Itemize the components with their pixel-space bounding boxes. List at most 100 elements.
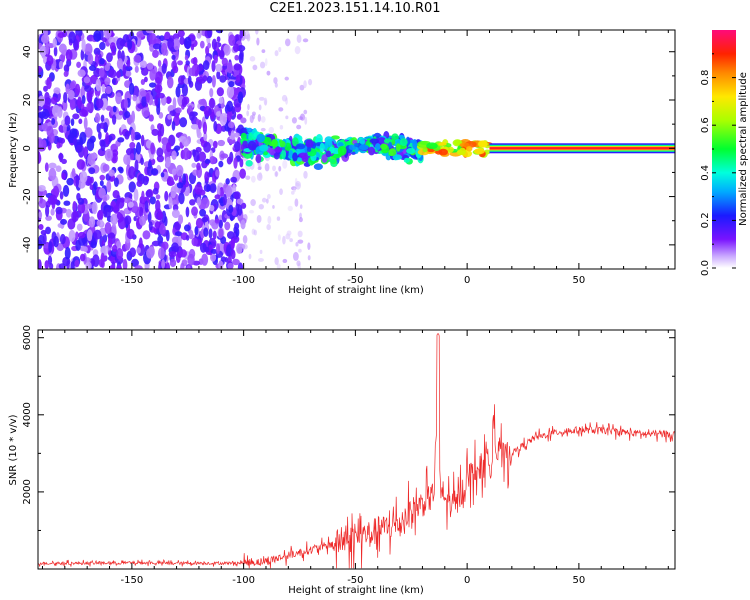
noise-blob xyxy=(108,69,117,79)
noise-blob xyxy=(91,201,98,215)
noise-blob xyxy=(218,160,224,168)
noise-blob xyxy=(46,54,54,66)
noise-blob xyxy=(93,30,102,42)
noise-blob xyxy=(213,120,218,132)
noise-blob xyxy=(214,194,221,200)
noise-blob xyxy=(171,209,180,219)
noise-blob xyxy=(61,172,66,180)
sparse-noise-blob xyxy=(302,38,309,43)
noise-blob xyxy=(93,181,98,191)
noise-blob xyxy=(88,216,96,228)
colorbar-tick-label: 0.2 xyxy=(700,212,711,228)
noise-blob xyxy=(98,131,102,140)
noise-blob xyxy=(66,177,74,186)
noise-blob xyxy=(38,111,47,119)
y-tick-label: -40 xyxy=(22,237,33,253)
signal-blob xyxy=(380,143,388,150)
noise-blob xyxy=(191,237,198,247)
noise-blob xyxy=(103,30,112,39)
snr-x-axis-label: Height of straight line (km) xyxy=(288,585,424,596)
noise-blob xyxy=(55,206,63,215)
noise-blob xyxy=(179,249,187,258)
noise-blob xyxy=(53,235,59,248)
noise-blob xyxy=(151,128,159,136)
noise-blob xyxy=(226,156,233,165)
noise-blob xyxy=(129,247,136,258)
signal-blob xyxy=(466,145,473,152)
noise-blob xyxy=(140,134,145,147)
sparse-noise-blob xyxy=(257,166,262,171)
noise-blob xyxy=(139,60,148,69)
noise-blob xyxy=(39,45,47,57)
x-tick-label: 0 xyxy=(464,275,470,286)
noise-blob xyxy=(111,244,118,252)
signal-blob xyxy=(330,135,340,140)
noise-blob xyxy=(133,216,137,222)
noise-blob xyxy=(106,180,112,193)
noise-blob xyxy=(239,30,244,39)
sparse-noise-blob xyxy=(299,113,306,121)
noise-blob xyxy=(233,157,238,169)
noise-blob xyxy=(176,182,184,189)
noise-blob xyxy=(38,117,42,124)
noise-blob xyxy=(96,98,104,109)
noise-blob xyxy=(84,85,92,93)
noise-blob xyxy=(161,241,169,251)
signal-blob xyxy=(337,145,347,156)
noise-blob xyxy=(71,167,76,178)
noise-blob xyxy=(124,207,130,215)
noise-blob xyxy=(130,128,135,142)
noise-blob xyxy=(161,42,168,56)
noise-blob xyxy=(236,198,244,205)
noise-blob xyxy=(79,170,88,183)
noise-blob xyxy=(196,131,202,139)
sparse-noise-blob xyxy=(256,37,260,46)
noise-blob xyxy=(208,107,212,116)
noise-blob xyxy=(38,211,43,219)
noise-blob xyxy=(228,34,236,46)
noise-blob xyxy=(202,121,208,135)
sparse-noise-blob xyxy=(261,197,267,203)
y-tick-label: 6000 xyxy=(22,325,33,350)
noise-blob xyxy=(145,189,153,198)
noise-blob xyxy=(205,45,210,56)
signal-blob xyxy=(406,147,416,154)
noise-blob xyxy=(173,38,180,51)
signal-blob xyxy=(359,144,369,151)
sparse-noise-blob xyxy=(286,230,292,236)
sparse-noise-blob xyxy=(281,94,288,102)
noise-blob xyxy=(139,90,147,97)
noise-blob xyxy=(219,112,228,126)
sparse-noise-blob xyxy=(259,61,266,69)
noise-blob xyxy=(88,167,96,175)
noise-blob xyxy=(74,259,80,268)
noise-blob xyxy=(199,242,207,253)
noise-blob xyxy=(111,114,117,125)
noise-blob xyxy=(238,52,244,64)
noise-blob xyxy=(68,31,76,44)
noise-blob xyxy=(211,74,216,88)
sparse-noise-blob xyxy=(308,78,313,86)
noise-blob xyxy=(43,101,51,111)
noise-blob xyxy=(75,144,83,153)
sparse-noise-blob xyxy=(264,58,268,67)
signal-blob xyxy=(274,146,283,153)
noise-blob xyxy=(112,189,120,199)
noise-blob xyxy=(38,224,44,231)
sparse-noise-blob xyxy=(279,124,284,130)
noise-blob xyxy=(154,95,159,107)
noise-blob xyxy=(230,249,236,260)
sparse-noise-blob xyxy=(287,205,293,212)
noise-blob xyxy=(218,97,224,104)
noise-blob xyxy=(230,237,235,250)
noise-blob xyxy=(222,193,227,206)
noise-blob xyxy=(146,62,154,70)
noise-blob xyxy=(161,259,166,269)
signal-blob xyxy=(315,134,323,144)
spectrogram-x-axis-label: Height of straight line (km) xyxy=(288,285,424,296)
noise-blob xyxy=(99,174,106,181)
noise-blob xyxy=(159,223,166,236)
x-tick-label: -100 xyxy=(232,575,255,586)
noise-blob xyxy=(171,150,177,160)
